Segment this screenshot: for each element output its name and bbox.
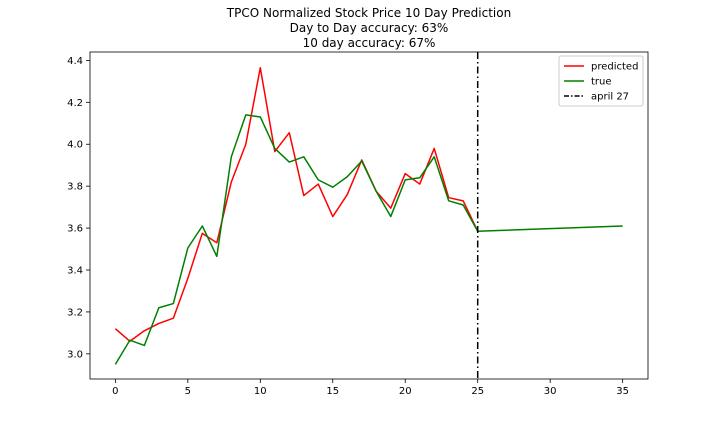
y-tick-label: 4.2 (67, 98, 83, 109)
x-tick-label: 35 (616, 386, 629, 397)
x-axis: 0 5 10 15 20 25 30 35 (112, 379, 629, 397)
series-line-true (114, 114, 623, 365)
plot-area (114, 52, 623, 379)
y-tick-label: 3.2 (67, 307, 83, 318)
x-tick-label: 30 (544, 386, 557, 397)
legend-label-predicted: predicted (591, 62, 638, 73)
x-tick-label: 10 (254, 386, 267, 397)
x-tick-label: 20 (399, 386, 412, 397)
legend-label-april-27: april 27 (591, 92, 629, 103)
y-tick-label: 3.4 (67, 266, 83, 277)
series-line-predicted (114, 66, 479, 343)
chart-title-line-2: Day to Day accuracy: 63% (290, 21, 449, 35)
y-tick-label: 3.8 (67, 182, 83, 193)
y-axis: 3.0 3.2 3.4 3.6 3.8 4.0 4.2 4.4 (67, 56, 90, 360)
legend: predicted true april 27 (558, 55, 644, 107)
x-tick-label: 5 (185, 386, 191, 397)
x-tick-label: 0 (112, 386, 118, 397)
y-tick-label: 4.0 (67, 140, 83, 151)
y-tick-label: 3.0 (67, 349, 83, 360)
x-tick-label: 25 (471, 386, 484, 397)
chart-title-line-1: TPCO Normalized Stock Price 10 Day Predi… (226, 6, 511, 20)
chart-title-line-3: 10 day accuracy: 67% (303, 36, 436, 50)
chart-title: TPCO Normalized Stock Price 10 Day Predi… (226, 6, 511, 50)
axes-frame (89, 51, 649, 380)
legend-label-true: true (591, 77, 612, 88)
legend-box (558, 55, 644, 107)
y-tick-label: 4.4 (67, 56, 83, 67)
y-tick-label: 3.6 (67, 224, 83, 235)
x-tick-label: 15 (326, 386, 339, 397)
